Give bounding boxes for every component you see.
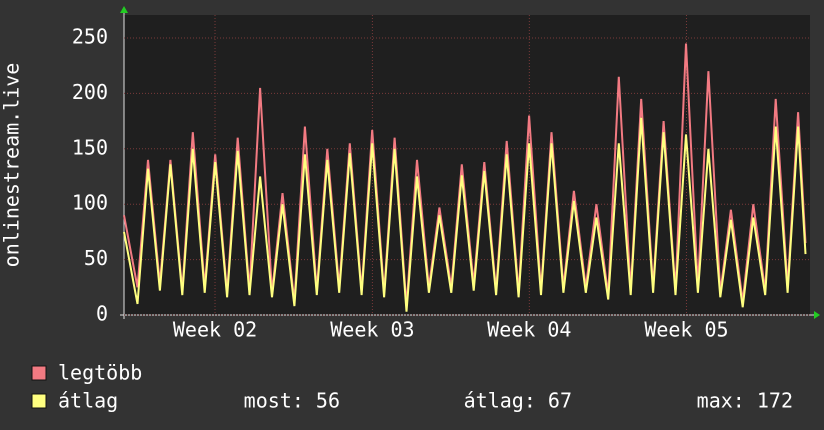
x-tick-label: Week 02 <box>173 318 257 342</box>
series-line <box>123 117 807 312</box>
y-tick-label: 250 <box>72 25 108 49</box>
x-arrow <box>814 311 820 319</box>
y-tick-label: 150 <box>72 135 108 159</box>
legend-label: legtöbb <box>58 361 142 385</box>
y-tick-label: 200 <box>72 80 108 104</box>
legend-label: átlag <box>58 389 118 413</box>
y-tick-label: 100 <box>72 191 108 215</box>
y-tick-label: 50 <box>84 246 108 270</box>
legend-swatch <box>31 393 47 409</box>
y-arrow <box>120 6 128 13</box>
legend-stat: most: 56 <box>244 389 340 413</box>
x-tick-label: Week 05 <box>644 318 728 342</box>
legend-swatch <box>31 365 47 381</box>
legend-stat: átlag: 67 <box>464 389 572 413</box>
y-axis-label: onlinestream.live <box>0 63 24 268</box>
x-tick-label: Week 03 <box>330 318 414 342</box>
legend-stat: max: 172 <box>697 389 793 413</box>
y-tick-label: 0 <box>96 302 108 326</box>
x-tick-label: Week 04 <box>487 318 571 342</box>
